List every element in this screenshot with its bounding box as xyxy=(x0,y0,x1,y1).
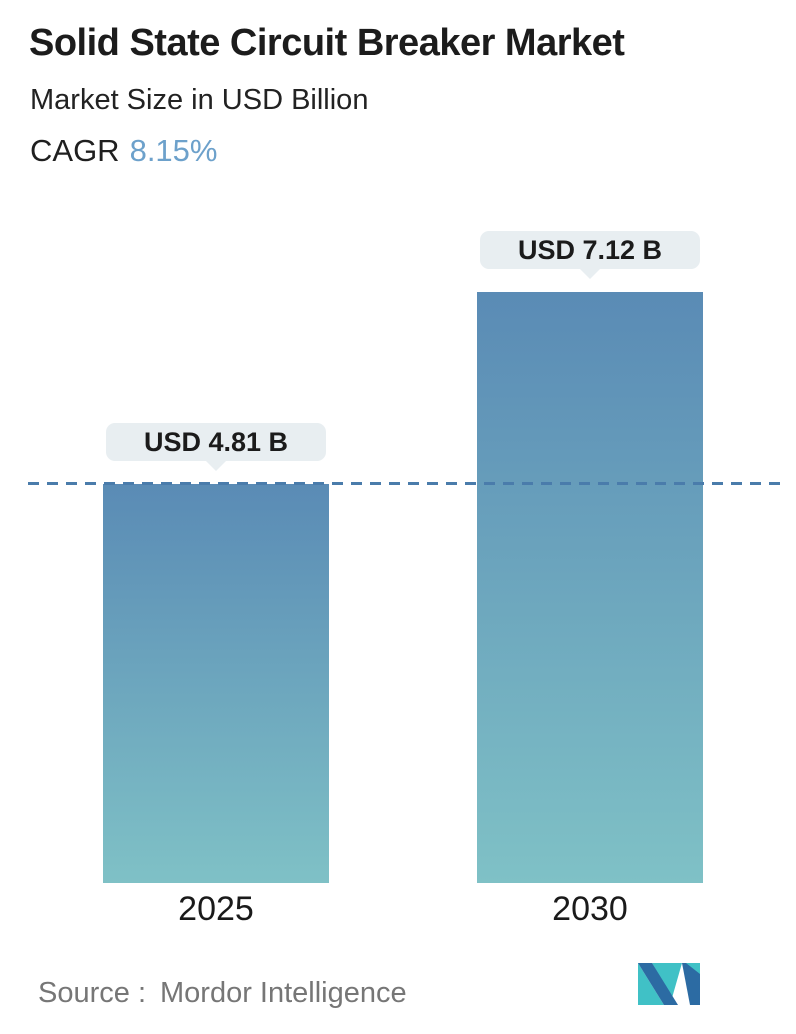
logo-blue-right-bar xyxy=(682,963,700,1005)
bar-2030 xyxy=(477,292,703,883)
source-label: Source : xyxy=(38,977,146,1009)
cagr-label: CAGR xyxy=(30,133,120,168)
callout-pointer-icon xyxy=(579,268,601,279)
logo-teal-corner-triangle xyxy=(686,963,700,974)
value-callout-2030: USD 7.12 B xyxy=(480,231,700,279)
x-axis-label-2025: 2025 xyxy=(178,890,254,928)
value-label-2025: USD 4.81 B xyxy=(143,426,289,457)
source-attribution: Source : Mordor Intelligence xyxy=(38,977,407,1010)
cagr-value: 8.15% xyxy=(129,133,218,168)
chart-title: Solid State Circuit Breaker Market xyxy=(29,22,625,64)
reference-dashed-line xyxy=(28,482,787,485)
source-value: Mordor Intelligence xyxy=(160,977,407,1009)
value-callout-2025: USD 4.81 B xyxy=(106,423,326,471)
logo-teal-mid-shape xyxy=(652,963,682,1005)
cagr-row: CAGR 8.15% xyxy=(30,133,217,169)
logo-blue-diagonal xyxy=(638,963,678,1005)
x-axis-label-2030: 2030 xyxy=(552,890,628,928)
chart-subtitle: Market Size in USD Billion xyxy=(30,84,369,116)
mordor-intelligence-logo-icon xyxy=(638,963,700,1005)
bar-2025 xyxy=(103,484,329,883)
callout-pointer-icon xyxy=(205,460,227,471)
value-label-2030: USD 7.12 B xyxy=(517,234,663,265)
